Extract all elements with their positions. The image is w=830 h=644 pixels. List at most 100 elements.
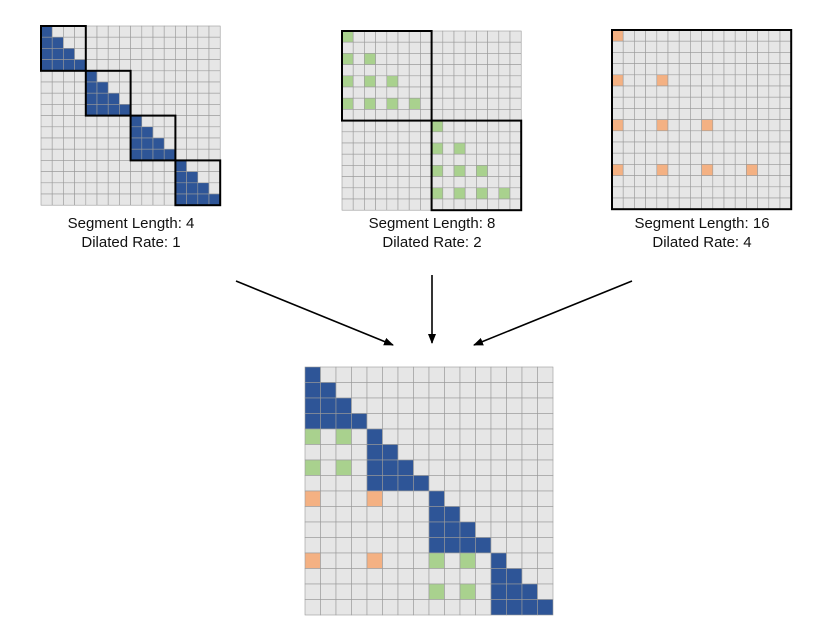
grid-cell [487,120,500,133]
grid-cell [74,104,87,116]
grid-cell [96,59,109,72]
grid-cell [476,41,488,54]
attention-cell-blue [85,92,98,105]
grid-cell [537,552,554,569]
grid-cell [521,382,538,399]
grid-cell [712,141,725,154]
grid-cell [723,164,736,176]
grid-cell [382,599,399,616]
grid-cell [498,176,511,189]
grid-cell [701,29,714,42]
grid-cell [464,131,477,144]
grid-cell [119,48,131,60]
grid-cell [186,160,199,172]
grid-cell [431,75,444,88]
grid-cell [442,131,455,144]
grid-cell [678,164,691,176]
attention-cell-blue [152,137,165,150]
grid-cell [537,475,554,492]
grid-cell [667,152,680,165]
grid-cell [757,164,770,176]
grid-cell [413,366,430,383]
grid-cell [364,30,376,43]
grid-cell [757,40,770,53]
grid-cell [509,97,522,110]
grid-cell [498,165,511,177]
grid-cell [152,48,165,60]
attention-cell-green [428,583,445,600]
grid-cell [509,53,522,65]
grid-cell [634,63,646,76]
grid-cell [197,160,210,172]
grid-cell [397,109,410,121]
attention-cell-blue [130,115,143,128]
grid-cell [475,568,492,585]
grid-cell [509,187,522,200]
grid-cell [40,182,53,195]
grid-cell [667,40,680,53]
grid-cell [364,153,376,166]
grid-cell [723,52,736,64]
grid-cell [476,131,488,144]
grid-cell [656,52,669,64]
grid-cell [734,63,747,76]
attention-cell-blue [96,104,109,116]
grid-cell [464,120,477,133]
grid-cell [85,148,98,161]
grid-cell [634,40,646,53]
grid-cell [506,475,523,492]
grid-cell [352,142,365,155]
grid-cell [96,70,109,83]
grid-cell [476,153,488,166]
grid-cell [107,171,120,184]
grid-cell [634,141,646,154]
grid-cell [152,104,165,116]
grid-cell [63,148,75,161]
grid-cell [622,175,635,188]
grid-cell [304,521,321,538]
grid-cell [397,397,414,414]
grid-cell [506,366,523,383]
attention-cell-blue [130,148,143,161]
grid-cell [464,86,477,99]
grid-cell [509,165,522,177]
attention-cell-blue [459,537,476,554]
grid-cell [375,64,388,77]
grid-cell [622,63,635,76]
attention-cell-blue [366,428,383,445]
attention-cell-blue [175,171,187,184]
grid-cell [622,186,635,199]
grid-cell [734,186,747,199]
grid-cell [96,148,109,161]
grid-cell [397,521,414,538]
grid-cell [74,36,87,49]
grid-cell [208,160,221,172]
grid-cell [634,29,646,42]
grid-cell [375,30,388,43]
grid-cell [487,142,500,155]
segment-box [129,114,177,162]
grid-cell [506,552,523,569]
grid-cell [442,142,455,155]
grid-cell [506,397,523,414]
grid-cell [490,521,507,538]
grid-cell [757,119,770,132]
dilated-rate-label: Dilated Rate: 4 [652,234,752,251]
grid-cell [386,30,399,43]
grid-cell [63,171,75,184]
grid-cell [141,70,154,83]
grid-cell [382,366,399,383]
attention-cell-blue [186,171,199,184]
grid-cell [386,53,399,65]
grid-cell [107,160,120,172]
grid-cell [397,165,410,177]
grid-cell [431,176,444,189]
grid-cell [498,86,511,99]
grid-cell [119,148,131,161]
grid-cell [490,475,507,492]
caption-panel-1: Segment Length: 4 Dilated Rate: 1 [21,214,241,252]
grid-cell [537,397,554,414]
grid-cell [107,115,120,128]
segment-box [174,159,222,207]
grid-cell [428,428,445,445]
